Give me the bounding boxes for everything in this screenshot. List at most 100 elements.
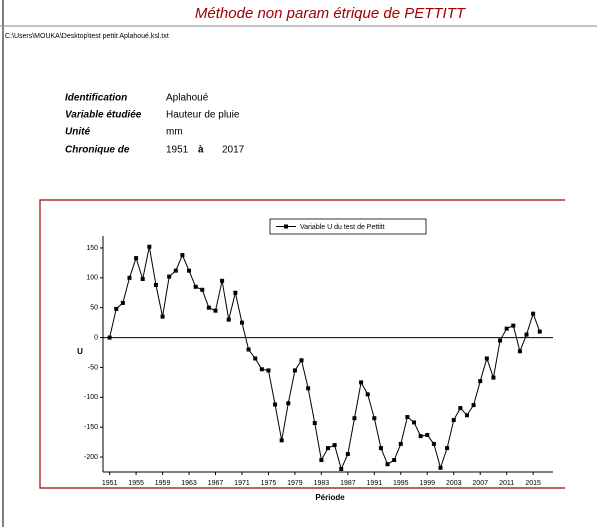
point bbox=[220, 278, 225, 283]
point bbox=[517, 349, 522, 354]
point bbox=[511, 323, 516, 328]
point bbox=[392, 458, 397, 463]
legend-label: Variable U du test de Pettitt bbox=[300, 224, 385, 231]
point bbox=[107, 335, 112, 340]
x-tick-label: 1951 bbox=[102, 480, 118, 487]
info-label: Unité bbox=[65, 127, 90, 138]
info-value: 2017 bbox=[222, 145, 245, 156]
point bbox=[425, 432, 430, 437]
info-value: 1951 bbox=[166, 145, 189, 156]
point bbox=[226, 317, 231, 322]
x-tick-label: 1971 bbox=[234, 480, 250, 487]
point bbox=[484, 356, 489, 361]
point bbox=[319, 458, 324, 463]
y-tick-label: 0 bbox=[94, 334, 98, 341]
point bbox=[418, 434, 423, 439]
y-tick-label: -200 bbox=[84, 454, 98, 461]
point bbox=[286, 401, 291, 406]
info-label: Identification bbox=[65, 93, 127, 104]
point bbox=[180, 253, 185, 258]
title: Méthode non param étrique de PETTITT bbox=[195, 5, 467, 22]
point bbox=[431, 441, 436, 446]
x-tick-label: 1955 bbox=[128, 480, 144, 487]
chart-frame bbox=[39, 199, 565, 489]
x-axis-label: Période bbox=[315, 493, 345, 502]
point bbox=[213, 308, 218, 313]
point bbox=[187, 268, 192, 273]
point bbox=[537, 329, 542, 334]
legend-marker bbox=[284, 224, 288, 229]
point bbox=[491, 375, 496, 380]
x-tick-label: 1963 bbox=[181, 480, 197, 487]
point bbox=[292, 368, 297, 373]
point bbox=[273, 402, 278, 407]
x-tick-label: 1999 bbox=[419, 480, 435, 487]
point bbox=[160, 314, 165, 319]
y-tick-label: -150 bbox=[84, 424, 98, 431]
point bbox=[332, 443, 337, 448]
y-tick-label: -50 bbox=[88, 364, 98, 371]
point bbox=[193, 284, 198, 289]
x-tick-label: 2007 bbox=[472, 480, 488, 487]
info-value: Hauteur de pluie bbox=[166, 110, 240, 121]
point bbox=[134, 256, 139, 261]
point bbox=[359, 380, 364, 385]
point bbox=[471, 403, 476, 408]
point bbox=[531, 311, 536, 316]
point bbox=[498, 338, 503, 343]
series-line bbox=[109, 246, 541, 471]
x-tick-label: 1979 bbox=[287, 480, 303, 487]
point bbox=[153, 282, 158, 287]
point bbox=[478, 379, 483, 384]
legend bbox=[269, 218, 427, 235]
x-tick-label: 1959 bbox=[155, 480, 171, 487]
info: Identification Aplahoué Variable étudiée… bbox=[65, 93, 245, 156]
info-value: à bbox=[198, 145, 204, 156]
y-tick-label: 50 bbox=[90, 305, 98, 312]
point bbox=[253, 356, 258, 361]
point bbox=[398, 441, 403, 446]
x-tick-label: 2011 bbox=[499, 480, 514, 487]
x-tick-label: 1991 bbox=[367, 480, 383, 487]
point bbox=[127, 275, 132, 280]
info-value: mm bbox=[166, 127, 183, 138]
point bbox=[412, 420, 417, 425]
point bbox=[140, 277, 145, 282]
point bbox=[445, 446, 450, 451]
point bbox=[120, 300, 125, 305]
point bbox=[451, 418, 456, 423]
point bbox=[339, 467, 344, 472]
point bbox=[266, 368, 271, 373]
point bbox=[206, 305, 211, 310]
point bbox=[464, 413, 469, 418]
point bbox=[438, 465, 443, 470]
point bbox=[312, 421, 317, 426]
point bbox=[173, 268, 178, 273]
point bbox=[246, 347, 251, 352]
info-label: Chronique de bbox=[65, 145, 130, 156]
point bbox=[279, 438, 284, 443]
point bbox=[352, 416, 357, 421]
point bbox=[167, 274, 172, 279]
point bbox=[239, 320, 244, 325]
info-value: Aplahoué bbox=[166, 93, 209, 104]
point bbox=[345, 452, 350, 457]
point bbox=[233, 290, 238, 295]
point bbox=[114, 306, 119, 311]
point bbox=[326, 446, 330, 451]
point bbox=[504, 326, 509, 331]
point bbox=[524, 332, 529, 337]
y-tick-label: -100 bbox=[84, 394, 98, 401]
point bbox=[306, 386, 311, 391]
x-tick-label: 1967 bbox=[208, 480, 224, 487]
file-path: C:\Users\MOUKA\Desktop\test pettit Aplah… bbox=[5, 33, 169, 40]
point bbox=[259, 367, 264, 372]
point bbox=[372, 416, 377, 421]
point bbox=[365, 392, 370, 397]
info-label: Variable étudiée bbox=[65, 110, 142, 121]
point bbox=[405, 415, 410, 420]
x-tick-label: 1975 bbox=[261, 480, 277, 487]
point bbox=[458, 406, 463, 411]
x-tick-label: 1983 bbox=[314, 480, 330, 487]
